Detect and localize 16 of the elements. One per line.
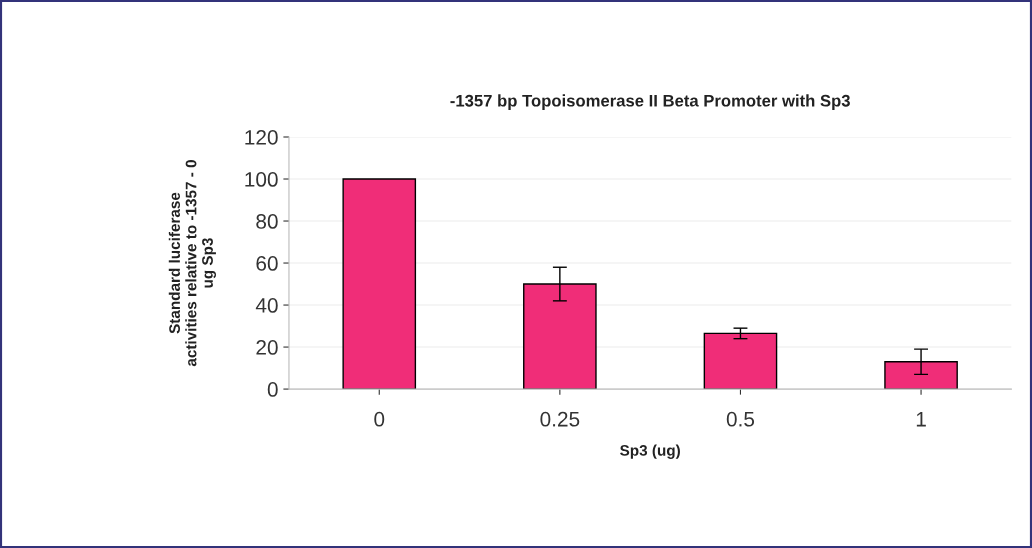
chart-title: -1357 bp Topoisomerase II Beta Promoter with Sp3 xyxy=(450,94,850,110)
y-tick-label: 0 xyxy=(267,382,278,397)
x-tick-label: 1 xyxy=(916,412,926,427)
y-tick-label: 60 xyxy=(256,256,278,271)
bar xyxy=(703,332,778,390)
x-tick-label: 0 xyxy=(374,411,385,427)
y-tick-label: 80 xyxy=(256,214,278,229)
y-tick-label: 40 xyxy=(255,298,278,313)
x-axis-title: Sp3 (ug) xyxy=(620,444,680,459)
x-tick-label: 0.25 xyxy=(540,411,580,427)
y-tick-label: 120 xyxy=(245,130,278,145)
y-tick-label: 100 xyxy=(245,172,278,187)
y-tick-label: 20 xyxy=(256,340,278,355)
x-tick-label: 0.5 xyxy=(726,411,755,427)
bar xyxy=(342,178,417,390)
y-axis-title: Standard luciferase activities relative to -1357 - 0 ug Sp3 xyxy=(168,160,217,367)
